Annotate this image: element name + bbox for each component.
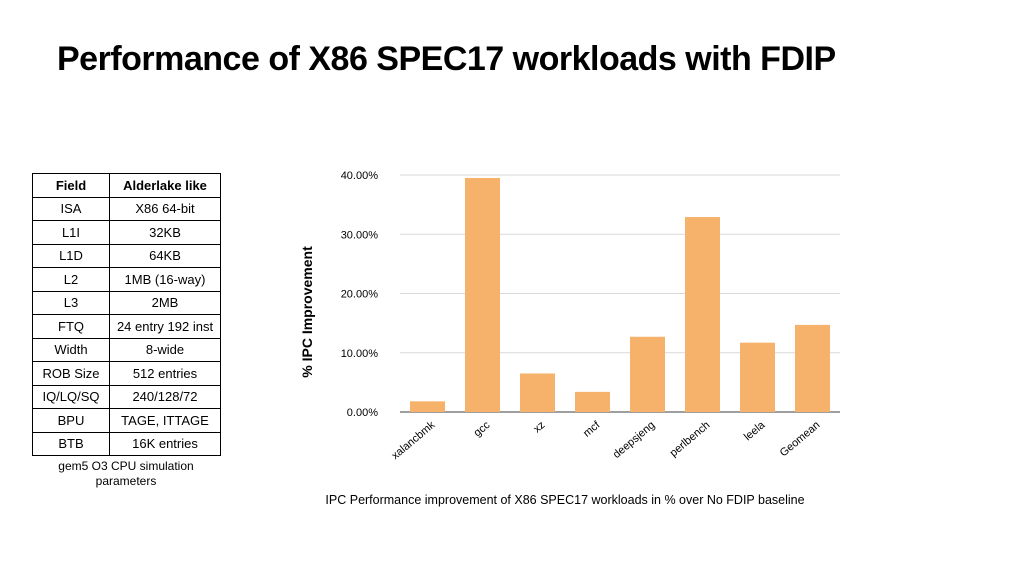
bar-mcf xyxy=(575,391,610,412)
table-row: BTB 16K entries xyxy=(32,431,221,456)
bar-leela xyxy=(740,342,775,412)
y-tick-label: 20.00% xyxy=(341,289,379,301)
chart-x-labels: xalancbmk gcc xz mcf deepsjeng perlbench leela… xyxy=(389,419,822,463)
table-row: L1I 32KB xyxy=(32,220,221,245)
table-cell-field: BTB xyxy=(32,431,110,456)
table-cell-field: IQ/LQ/SQ xyxy=(32,384,110,409)
x-tick-label: mcf xyxy=(581,419,603,440)
table-cell-value: TAGE, ITTAGE xyxy=(109,408,221,433)
chart-y-ticks: 0.00% 10.00% 20.00% 30.00% 40.00% xyxy=(341,170,379,419)
table-cell-value: 8-wide xyxy=(109,337,221,362)
table-cell-value: X86 64-bit xyxy=(109,196,221,221)
table-caption: gem5 O3 CPU simulation parameters xyxy=(58,459,194,488)
table-cell-field: FTQ xyxy=(32,314,110,339)
table-cell-value: 240/128/72 xyxy=(109,384,221,409)
table-cell-field: L1D xyxy=(32,243,110,268)
slide-title: Performance of X86 SPEC17 workloads with… xyxy=(57,40,836,78)
x-tick-label: perlbench xyxy=(668,419,713,459)
table-row: FTQ 24 entry 192 inst xyxy=(32,314,221,339)
y-tick-label: 30.00% xyxy=(341,229,379,241)
bar-xz xyxy=(520,373,555,412)
table-row: L2 1MB (16-way) xyxy=(32,267,221,292)
table-row: Width 8-wide xyxy=(32,337,221,362)
table-cell-value: 2MB xyxy=(109,290,221,315)
table-cell-field: BPU xyxy=(32,408,110,433)
table-cell-value: 1MB (16-way) xyxy=(109,267,221,292)
bar-perlbench xyxy=(685,217,720,412)
x-tick-label: Geomean xyxy=(778,419,823,459)
y-tick-label: 0.00% xyxy=(347,407,378,419)
table-cell-field: ISA xyxy=(32,196,110,221)
table-cell-value: 64KB xyxy=(109,243,221,268)
x-tick-label: xz xyxy=(531,419,547,435)
bar-gcc xyxy=(465,177,500,412)
x-tick-label: gcc xyxy=(472,419,493,440)
table-cell-value: 32KB xyxy=(109,220,221,245)
parameters-table: Field Alderlake like ISA X86 64-bit L1I 32… xyxy=(32,173,221,456)
table-cell-value: 16K entries xyxy=(109,431,221,456)
ipc-bar-chart: 0.00% 10.00% 20.00% 30.00% 40.00% xalancbmk g… xyxy=(299,170,840,463)
bar-xalancbmk xyxy=(410,401,445,412)
table-cell-field: L2 xyxy=(32,267,110,292)
table-row: L3 2MB xyxy=(32,290,221,315)
x-tick-label: xalancbmk xyxy=(389,419,437,462)
table-header-value: Alderlake like xyxy=(109,173,221,198)
x-tick-label: deepsjeng xyxy=(611,419,658,461)
table-header-row: Field Alderlake like xyxy=(32,173,221,198)
table-cell-field: L1I xyxy=(32,220,110,245)
y-axis-label: % IPC Improvement xyxy=(299,246,315,378)
table-cell-value: 24 entry 192 inst xyxy=(109,314,221,339)
table-row: BPU TAGE, ITTAGE xyxy=(32,408,221,433)
table-cell-field: ROB Size xyxy=(32,361,110,386)
bar-deepsjeng xyxy=(630,336,665,412)
x-tick-label: leela xyxy=(742,419,768,444)
table-cell-value: 512 entries xyxy=(109,361,221,386)
table-row: ISA X86 64-bit xyxy=(32,196,221,221)
y-tick-label: 10.00% xyxy=(341,348,379,360)
bar-geomean xyxy=(795,324,830,412)
table-header-field: Field xyxy=(32,173,110,198)
table-row: ROB Size 512 entries xyxy=(32,361,221,386)
y-tick-label: 40.00% xyxy=(341,170,379,182)
table-row: IQ/LQ/SQ 240/128/72 xyxy=(32,384,221,409)
chart-bars xyxy=(410,177,830,412)
chart-caption: IPC Performance improvement of X86 SPEC1… xyxy=(325,493,805,507)
table-cell-field: Width xyxy=(32,337,110,362)
table-row: L1D 64KB xyxy=(32,243,221,268)
table-cell-field: L3 xyxy=(32,290,110,315)
